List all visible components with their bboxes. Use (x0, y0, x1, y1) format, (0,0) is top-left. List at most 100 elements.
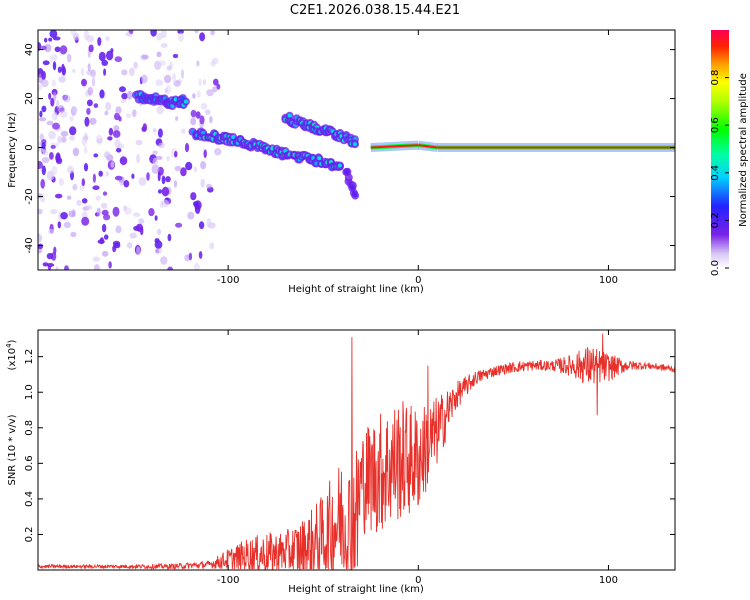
noise-blob (57, 135, 62, 144)
noise-blob (70, 30, 77, 36)
noise-blob (92, 173, 96, 183)
noise-blob (42, 149, 49, 156)
noise-blob (118, 116, 122, 122)
noise-blob (53, 53, 58, 61)
noise-blob (68, 210, 76, 218)
noise-blob (167, 233, 172, 242)
noise-blob (152, 128, 157, 133)
upper_branch-point (183, 99, 188, 104)
noise-blob (184, 142, 190, 153)
noise-blob (156, 51, 162, 58)
dip-point (353, 193, 358, 198)
noise-blob (210, 30, 215, 36)
noise-blob (46, 263, 55, 267)
noise-blob (107, 136, 113, 141)
noise-blob (161, 30, 167, 39)
x-tick-label: -100 (217, 275, 240, 286)
noise-blob (62, 94, 71, 103)
noise-blob (48, 228, 55, 235)
noise-blob (188, 252, 193, 261)
noise-blob (157, 189, 163, 194)
noise-blob (152, 157, 159, 166)
noise-blob (41, 165, 46, 176)
noise-blob (60, 130, 69, 137)
noise-blob (86, 99, 93, 107)
y-tick-label: 0.8 (24, 420, 35, 436)
noise-blob (66, 195, 72, 200)
noise-blob (50, 97, 55, 107)
noise-blob (193, 262, 200, 270)
noise-blob (126, 242, 133, 249)
noise-blob (69, 115, 74, 122)
noise-blob (206, 89, 214, 97)
noise-blob (204, 109, 211, 115)
noise-blob (41, 70, 46, 80)
noise-blob (195, 111, 201, 119)
noise-blob (69, 126, 77, 136)
noise-blob (83, 163, 89, 172)
noise-blob (81, 178, 86, 187)
noise-blob (135, 139, 143, 146)
noise-blob (52, 36, 61, 41)
noise-blob (114, 56, 123, 63)
noise-blob (97, 37, 102, 46)
noise-blob (181, 128, 186, 134)
noise-blob (38, 42, 42, 51)
noise-blob (178, 32, 184, 42)
noise-blob (108, 127, 114, 136)
spectrogram-marks (38, 30, 675, 270)
noise-blob (95, 195, 101, 201)
dip-point (350, 185, 355, 190)
noise-blob (55, 157, 63, 164)
noise-blob (99, 89, 105, 99)
noise-blob (200, 178, 205, 188)
noise-blob (128, 67, 135, 77)
noise-blob (113, 125, 120, 132)
noise-blob (112, 206, 120, 217)
noise-blob (38, 161, 43, 169)
noise-blob (93, 103, 99, 108)
noise-blob (194, 30, 199, 34)
noise-blob (198, 251, 203, 259)
noise-blob (84, 116, 90, 127)
noise-blob (190, 192, 197, 201)
colorbar-tick-label: 0.6 (710, 117, 721, 133)
noise-blob (213, 78, 219, 86)
noise-blob (92, 185, 100, 190)
noise-blob (91, 77, 96, 87)
noise-blob (39, 110, 43, 118)
noise-blob (81, 198, 88, 204)
snr-y-scale-prefix: (x10 (7, 348, 18, 371)
spectrogram-x-label: Height of straight line (km) (288, 284, 424, 295)
noise-blob (38, 243, 44, 250)
dip-point (344, 170, 349, 174)
noise-blob (136, 246, 141, 256)
noise-blob (150, 30, 157, 37)
noise-blob (198, 78, 202, 87)
noise-blob (136, 153, 141, 164)
snr-x-ticks: -100 0 100 (217, 330, 618, 586)
noise-blob (160, 43, 168, 48)
noise-blob (115, 106, 122, 115)
noise-blob (141, 54, 149, 60)
y-tick-label: 0.6 (24, 455, 35, 471)
noise-blob (121, 92, 128, 100)
noise-blob (209, 116, 213, 124)
x-tick-label: 100 (599, 575, 618, 586)
noise-blob (165, 84, 172, 95)
noise-blob (48, 92, 52, 100)
noise-blob (112, 130, 121, 138)
noise-blob (141, 126, 147, 132)
noise-blob (103, 234, 109, 240)
noise-blob (87, 86, 94, 96)
noise-blob (98, 51, 106, 62)
noise-blob (76, 199, 82, 207)
snr-frame (37, 329, 676, 571)
noise-blob (138, 218, 145, 225)
noise-blob (121, 69, 128, 76)
noise-blob (103, 151, 111, 159)
noise-blob (203, 149, 207, 158)
noise-blob (173, 180, 178, 188)
noise-blob (174, 150, 178, 158)
noise-blob (50, 208, 58, 215)
